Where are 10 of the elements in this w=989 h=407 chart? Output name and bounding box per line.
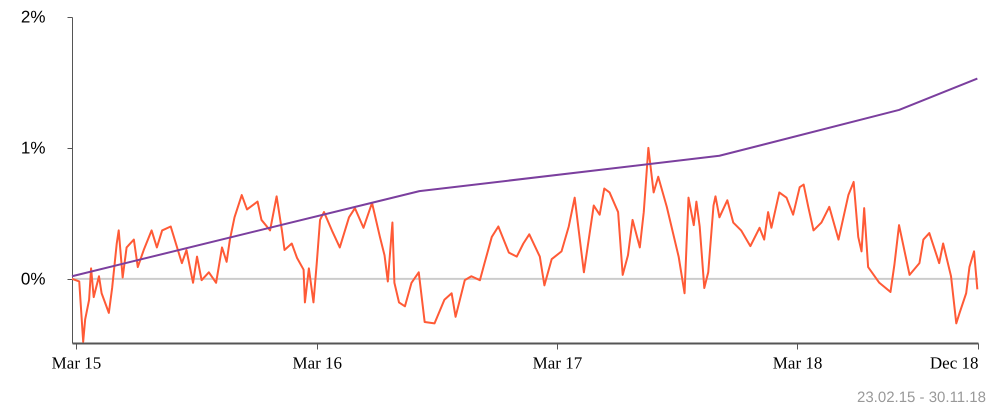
x-tick-label: Dec 18 xyxy=(930,354,978,372)
y-tick-label: 0% xyxy=(20,269,46,288)
x-tick-label: Mar 15 xyxy=(52,354,102,372)
y-tick-label: 1% xyxy=(20,138,46,158)
text: 23.02.15 - 30.11.18 xyxy=(857,389,986,406)
line-series xyxy=(71,78,978,278)
x-tick-label: Mar 17 xyxy=(532,354,583,372)
y-tick-label: 2% xyxy=(20,8,46,26)
x-tick-label: Mar 18 xyxy=(772,354,822,372)
x-tick-label: Mar 16 xyxy=(292,354,342,372)
